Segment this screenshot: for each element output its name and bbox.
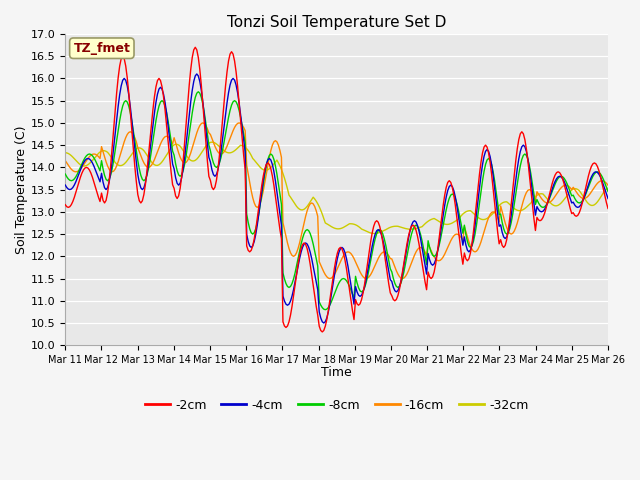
Text: TZ_fmet: TZ_fmet: [74, 42, 131, 55]
Y-axis label: Soil Temperature (C): Soil Temperature (C): [15, 125, 28, 254]
X-axis label: Time: Time: [321, 366, 352, 379]
Title: Tonzi Soil Temperature Set D: Tonzi Soil Temperature Set D: [227, 15, 446, 30]
Legend: -2cm, -4cm, -8cm, -16cm, -32cm: -2cm, -4cm, -8cm, -16cm, -32cm: [140, 394, 533, 417]
